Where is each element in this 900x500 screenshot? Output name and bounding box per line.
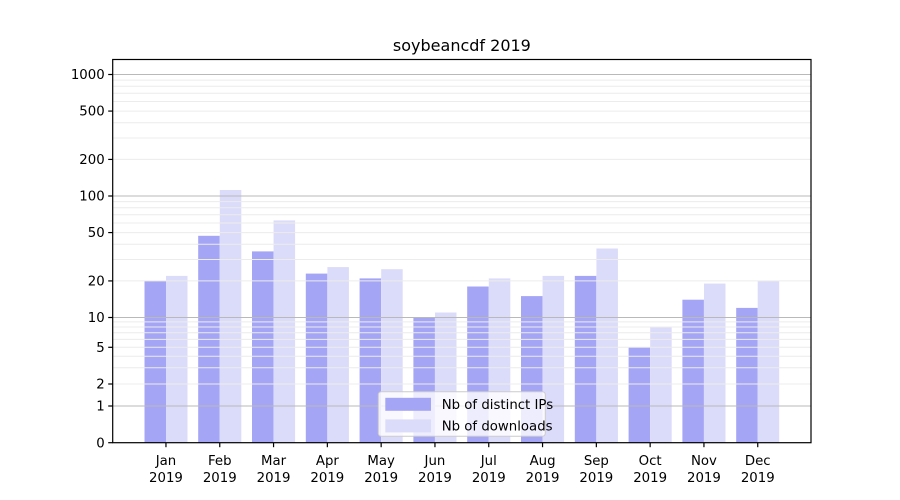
y-tick-label: 10: [88, 311, 105, 326]
gridlines: [112, 73, 811, 407]
legend-swatch-downloads: [385, 419, 431, 433]
x-tick-label: Jun 2019: [418, 454, 452, 486]
x-tick-label: Sep 2019: [579, 454, 613, 486]
chart-title: soybeancdf 2019: [393, 36, 531, 55]
bar-jan-ips: [144, 280, 166, 443]
bar-oct-downloads: [650, 327, 672, 443]
bar-aug-downloads: [542, 275, 565, 443]
x-tick-label: Mar 2019: [257, 454, 291, 486]
y-tick-label: 500: [79, 105, 104, 120]
bar-sep-ips: [574, 275, 597, 443]
bar-mar-downloads: [273, 220, 296, 443]
x-tick-label: May 2019: [364, 454, 398, 486]
bar-dec-ips: [736, 307, 758, 443]
legend: Nb of distinct IPs Nb of downloads: [377, 391, 554, 437]
x-tick-label: Jul 2019: [472, 454, 506, 486]
bar-nov-downloads: [704, 283, 726, 443]
bar-jan-downloads: [166, 275, 188, 443]
bar-may-ips: [359, 278, 382, 443]
x-tick-label: Nov 2019: [687, 454, 721, 486]
x-axis: Jan 2019 Feb 2019 Mar 2019 Apr 2019 May 2019 Jun 20…: [149, 442, 775, 486]
bar-dec-downloads: [757, 280, 780, 443]
x-tick-label: Apr 2019: [310, 454, 344, 486]
y-tick-label: 1: [96, 400, 104, 415]
x-tick-label: Feb 2019: [203, 454, 237, 486]
x-tick-label: Aug 2019: [526, 454, 560, 486]
legend-swatch-ips: [385, 397, 431, 411]
y-tick-label: 200: [79, 153, 104, 168]
y-tick-label: 100: [79, 190, 104, 205]
y-axis: 0 1 2 5 10 20 50 100 200 500 1000: [71, 68, 113, 451]
y-tick-label: 20: [88, 275, 105, 290]
bar-sep-downloads: [596, 248, 618, 443]
y-tick-label: 0: [96, 436, 104, 451]
y-tick-label: 2: [96, 378, 104, 393]
bar-nov-ips: [682, 299, 704, 443]
legend-label-ips: Nb of distinct IPs: [442, 398, 554, 413]
bar-feb-downloads: [219, 190, 242, 443]
y-tick-label: 5: [96, 341, 104, 356]
bar-apr-ips: [305, 273, 328, 443]
bar-oct-ips: [628, 347, 651, 443]
bar-apr-downloads: [327, 267, 349, 443]
legend-label-downloads: Nb of downloads: [442, 420, 553, 435]
axes-spines: [112, 58, 812, 444]
x-tick-label: Jan 2019: [149, 454, 183, 486]
y-tick-label: 50: [88, 226, 105, 241]
y-tick-label: 1000: [71, 68, 105, 83]
x-tick-label: Oct 2019: [633, 454, 667, 486]
series-downloads: [166, 190, 780, 443]
x-tick-label: Dec 2019: [741, 454, 775, 486]
